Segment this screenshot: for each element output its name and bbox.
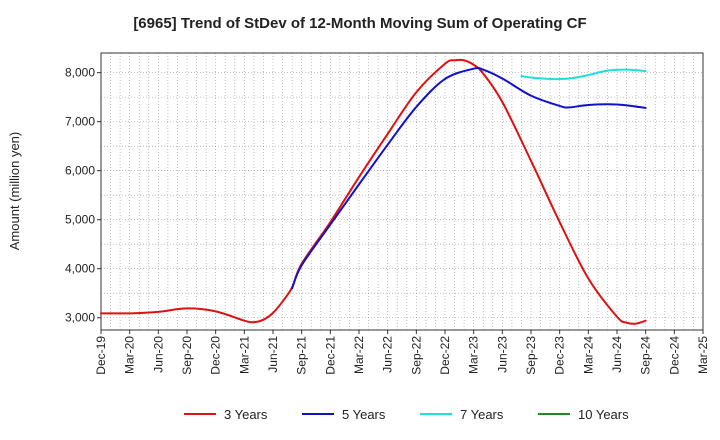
- series-line-7-years: [520, 68, 647, 81]
- x-tick-label: Jun-21: [266, 336, 280, 373]
- x-tick-label: Dec-20: [209, 336, 223, 375]
- x-tick-label: Mar-22: [352, 336, 366, 374]
- chart-title: [6965] Trend of StDev of 12-Month Moving…: [133, 15, 586, 32]
- series-line-5-years: [291, 66, 647, 290]
- plot-area: 3,000 4,000 5,000 6,000 7,000 8,000 Dec-19 Mar-…: [65, 52, 710, 375]
- x-tick-label: Mar-20: [123, 336, 137, 374]
- x-tick-label: Sep-22: [409, 336, 423, 375]
- x-tick-label: Sep-21: [295, 336, 309, 375]
- y-tick-label: 5,000: [65, 213, 95, 227]
- x-tick-label: Sep-20: [180, 336, 194, 375]
- x-tick-label: Dec-19: [94, 336, 108, 375]
- y-tick-label: 7,000: [65, 115, 95, 129]
- legend-label-3-years: 3 Years: [224, 407, 268, 422]
- y-tick-label: 4,000: [65, 262, 95, 276]
- x-tick-label: Jun-23: [495, 336, 509, 373]
- x-tick-label: Jun-24: [610, 336, 624, 373]
- x-tick-label: Mar-23: [467, 336, 481, 374]
- y-axis-label: Amount (million yen): [7, 132, 22, 251]
- x-tick-label: Dec-21: [323, 336, 337, 375]
- x-tick-label: Dec-23: [553, 336, 567, 375]
- legend-label-7-years: 7 Years: [460, 407, 504, 422]
- x-tick-label: Dec-24: [667, 336, 681, 375]
- plot-frame: [100, 52, 704, 331]
- x-tick-label: Dec-22: [438, 336, 452, 375]
- x-tick-label: Mar-25: [696, 336, 710, 374]
- y-tick-label: 8,000: [65, 66, 95, 80]
- series-line-3-years: [100, 58, 647, 325]
- y-tick-label: 3,000: [65, 311, 95, 325]
- x-tick-label: Jun-20: [151, 336, 165, 373]
- x-tick-label: Mar-21: [237, 336, 251, 374]
- legend-label-5-years: 5 Years: [342, 407, 386, 422]
- x-tick-label: Sep-23: [524, 336, 538, 375]
- legend: 3 Years 5 Years 7 Years 10 Years: [184, 407, 629, 422]
- plot-background: [101, 53, 703, 330]
- x-tick-label: Jun-22: [381, 336, 395, 373]
- y-tick-label: 6,000: [65, 164, 95, 178]
- x-tick-label: Mar-24: [581, 336, 595, 374]
- legend-label-10-years: 10 Years: [578, 407, 629, 422]
- x-tick-label: Sep-24: [639, 336, 653, 375]
